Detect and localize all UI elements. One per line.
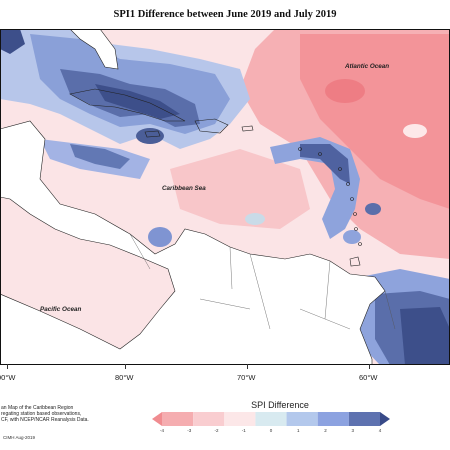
lesser-antilles-islands xyxy=(298,147,362,246)
legend-colorbar xyxy=(152,412,390,426)
footer-credit: CIMH Aug-2019 xyxy=(3,435,36,440)
pacific-ocean-label: Pacific Ocean xyxy=(40,306,82,313)
northwest-wet-peak xyxy=(0,29,25,54)
legend-swatch-6 xyxy=(317,412,349,426)
panama-wet-spot xyxy=(245,213,265,225)
antilles-wet-core xyxy=(300,144,350,184)
spi-difference-map xyxy=(0,29,450,365)
guianas-wet-peak xyxy=(400,307,450,365)
puerto-rico-outline xyxy=(241,125,254,132)
map-title: SPI1 Difference between June 2019 and Ju… xyxy=(113,9,337,20)
atlantic-ocean-label: Atlantic Ocean xyxy=(345,63,390,70)
trinidad-outline xyxy=(349,256,361,267)
lon-tick-70 xyxy=(247,364,248,369)
legend-tick-label: 3 xyxy=(351,428,354,433)
legend-title: SPI Difference xyxy=(251,400,309,410)
lon-tick-80 xyxy=(125,364,126,369)
antilles-wet-spot-2 xyxy=(343,230,361,244)
lon-label-70: 70°W xyxy=(237,373,256,382)
jamaica-outline xyxy=(144,130,161,138)
lon-tick-60 xyxy=(369,364,370,369)
jamaica-wet-spot xyxy=(136,128,164,144)
honduras-wet-spot xyxy=(148,227,172,247)
legend-tick-label: 2 xyxy=(324,428,327,433)
country-borders xyxy=(129,233,396,330)
legend-swatch-5 xyxy=(286,412,318,426)
yucatan-wet-core xyxy=(70,144,130,169)
caribbean-dry-zone xyxy=(170,149,310,229)
legend-swatch-1 xyxy=(162,412,194,426)
antilles-wet-spot-1 xyxy=(365,203,381,215)
legend-tick-label: -4 xyxy=(159,428,164,433)
legend-swatch-3 xyxy=(224,412,256,426)
legend-cap-right xyxy=(380,412,390,426)
northern-wet-peak xyxy=(95,84,180,119)
caribbean-sea-label: Caribbean Sea xyxy=(162,185,206,192)
legend-tick-label: 4 xyxy=(378,428,382,433)
atlantic-dry-spot xyxy=(325,79,365,103)
legend-swatch-2 xyxy=(193,412,225,426)
lon-label-90: 90°W xyxy=(0,373,16,382)
lon-tick-90 xyxy=(7,364,8,369)
credit-line-1: an Map of the Caribbean Region xyxy=(1,405,74,411)
credit-line-3: CF, with NCEP/NCAR Reanalysis Data. xyxy=(1,417,89,423)
legend-tick-label: 0 xyxy=(269,428,273,433)
legend-tick-label: -1 xyxy=(241,428,246,433)
cuba-outline xyxy=(69,88,186,122)
lon-label-60: 60°W xyxy=(359,373,378,382)
credit-line-2: regating station based observations, xyxy=(1,411,82,417)
legend-tick-label: -3 xyxy=(187,428,192,433)
legend-swatch-7 xyxy=(348,412,380,426)
lon-label-80: 80°W xyxy=(115,373,134,382)
hispaniola-outline xyxy=(194,118,229,134)
atlantic-wet-spot xyxy=(403,124,427,138)
legend-swatch-4 xyxy=(255,412,287,426)
central-america-land xyxy=(0,120,386,365)
legend-tick-label: 1 xyxy=(296,428,300,433)
florida-land xyxy=(69,29,119,70)
legend-cap-left xyxy=(152,412,162,426)
legend-tick-label: -2 xyxy=(214,428,219,433)
atlantic-dry-core xyxy=(300,34,450,209)
